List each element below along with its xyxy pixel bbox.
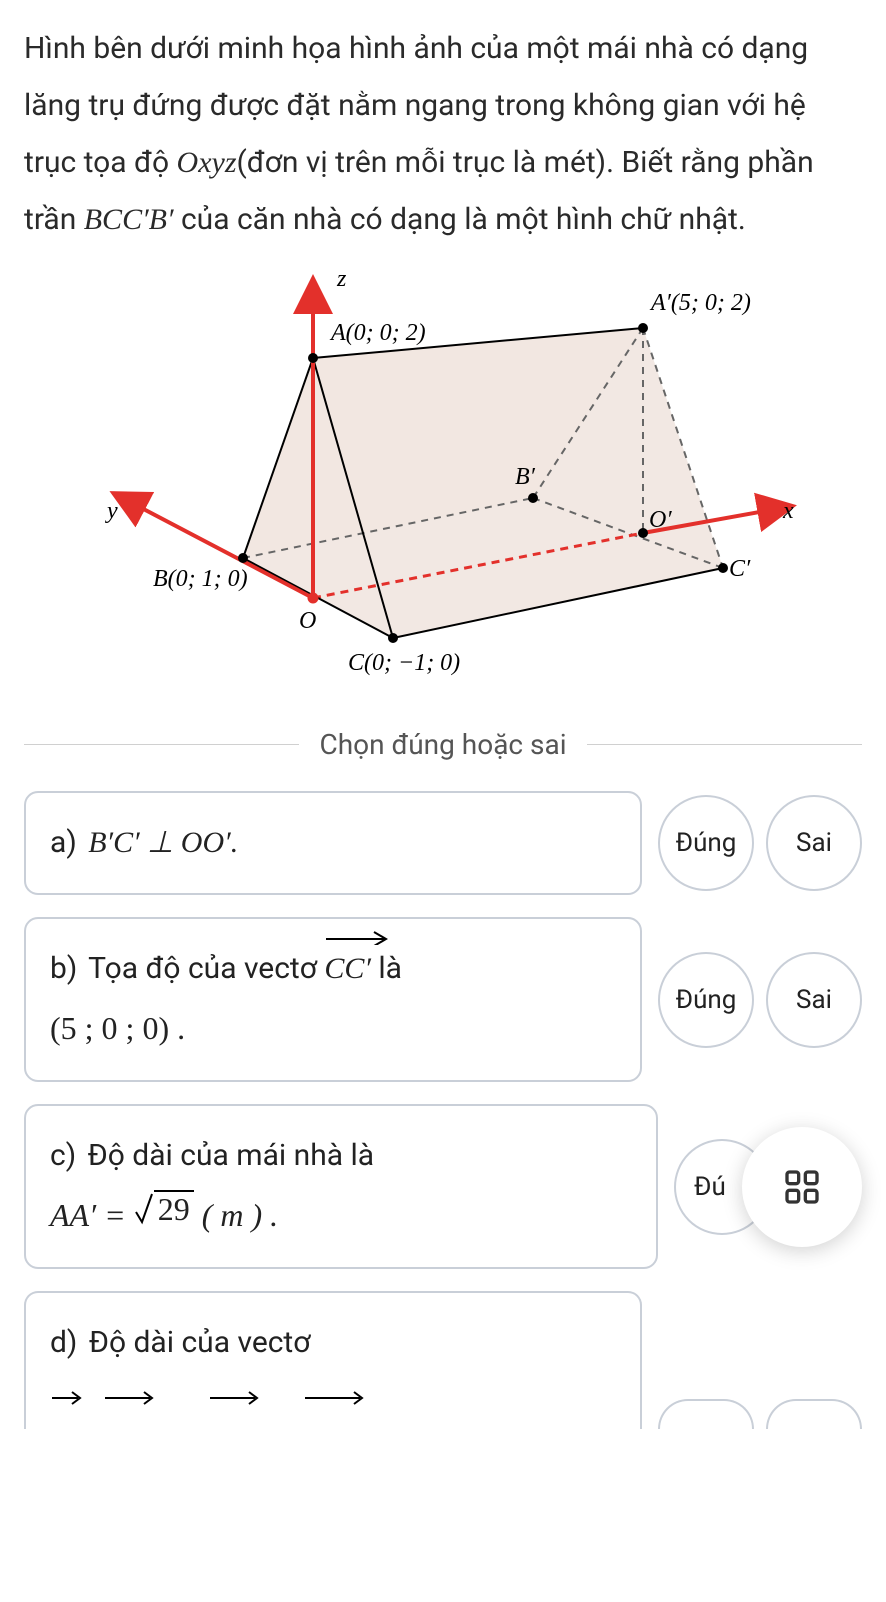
sqrt-val: 29	[154, 1190, 194, 1227]
instruction-text: Chọn đúng hoặc sai	[299, 728, 586, 761]
math-bccb: BCC′B′	[84, 203, 174, 236]
question-c-aa: AA′ =	[50, 1197, 134, 1233]
vector-cc: CC′	[324, 945, 371, 993]
question-b-text1post: là	[378, 951, 402, 986]
question-b-text1: Tọa độ của vectơ	[88, 951, 324, 986]
question-d-text1: Độ dài của vectơ	[89, 1325, 311, 1360]
sqrt-wrap: 29	[134, 1190, 194, 1227]
svg-text:y: y	[105, 498, 118, 524]
apps-fab-button[interactable]	[742, 1127, 862, 1247]
instruction-row: Chọn đúng hoặc sai	[24, 728, 862, 761]
question-a-math: B′C′ ⊥ OO′.	[88, 826, 238, 859]
prism-diagram: A(0; 0; 2) A′(5; 0; 2) B(0; 1; 0) C(0; −1; …	[83, 268, 803, 698]
diagram-container: A(0; 0; 2) A′(5; 0; 2) B(0; 1; 0) C(0; −1; …	[24, 268, 862, 698]
question-b-line2: (5 ; 0 ; 0) .	[50, 1003, 616, 1054]
question-a-label: a)	[50, 825, 77, 860]
true-button-d-partial[interactable]	[658, 1399, 754, 1429]
svg-text:C′: C′	[729, 556, 751, 582]
question-b-label: b)	[50, 951, 77, 986]
problem-statement: Hình bên dưới minh họa hình ảnh của một …	[24, 20, 862, 248]
svg-text:C(0; −1; 0): C(0; −1; 0)	[348, 650, 460, 676]
svg-text:A(0; 0; 2): A(0; 0; 2)	[329, 320, 426, 346]
true-button-b[interactable]: Đúng	[658, 952, 754, 1048]
math-oxyz: Oxyz	[177, 146, 237, 179]
answer-buttons-c: Đú	[674, 1104, 862, 1269]
question-b-box: b) Tọa độ của vectơ CC′ là (5 ; 0 ; 0) .	[24, 917, 642, 1082]
svg-text:x: x	[782, 498, 794, 524]
question-row-d: d) Độ dài của vectơ	[24, 1291, 862, 1429]
question-row-b: b) Tọa độ của vectơ CC′ là (5 ; 0 ; 0) .…	[24, 917, 862, 1082]
question-d-label: d)	[50, 1325, 77, 1360]
svg-text:B(0; 1; 0): B(0; 1; 0)	[153, 566, 248, 592]
svg-text:A′(5; 0; 2): A′(5; 0; 2)	[649, 290, 751, 316]
vector-arrows-row-icon	[50, 1386, 370, 1406]
false-button-a[interactable]: Sai	[766, 795, 862, 891]
question-c-text1: Độ dài của mái nhà là	[88, 1138, 374, 1173]
answer-buttons-a: Đúng Sai	[658, 791, 862, 895]
svg-text:O′: O′	[649, 507, 672, 533]
divider-right	[587, 744, 862, 745]
question-c-box: c) Độ dài của mái nhà là AA′ = 29 ( m ) …	[24, 1104, 658, 1269]
question-a-box: a) B′C′ ⊥ OO′.	[24, 791, 642, 895]
true-button-a[interactable]: Đúng	[658, 795, 754, 891]
svg-text:B′: B′	[515, 464, 536, 490]
false-button-b[interactable]: Sai	[766, 952, 862, 1048]
question-c-label: c)	[50, 1138, 76, 1173]
question-row-a: a) B′C′ ⊥ OO′. Đúng Sai	[24, 791, 862, 895]
question-d-box: d) Độ dài của vectơ	[24, 1291, 642, 1429]
apps-grid-icon	[782, 1167, 822, 1207]
false-button-d-partial[interactable]	[766, 1399, 862, 1429]
question-row-c: c) Độ dài của mái nhà là AA′ = 29 ( m ) …	[24, 1104, 862, 1269]
question-c-line2: AA′ = 29 ( m ) .	[50, 1190, 632, 1241]
answer-buttons-b: Đúng Sai	[658, 917, 862, 1082]
question-c-unit: ( m ) .	[202, 1197, 278, 1233]
sqrt-icon	[134, 1190, 154, 1226]
divider-left	[24, 744, 299, 745]
answer-buttons-d	[658, 1291, 862, 1429]
svg-text:O: O	[299, 608, 316, 634]
svg-text:z: z	[336, 268, 347, 292]
vector-arrow-icon	[324, 927, 394, 945]
problem-text-3: của căn nhà có dạng là một hình chữ nhật…	[174, 202, 746, 237]
